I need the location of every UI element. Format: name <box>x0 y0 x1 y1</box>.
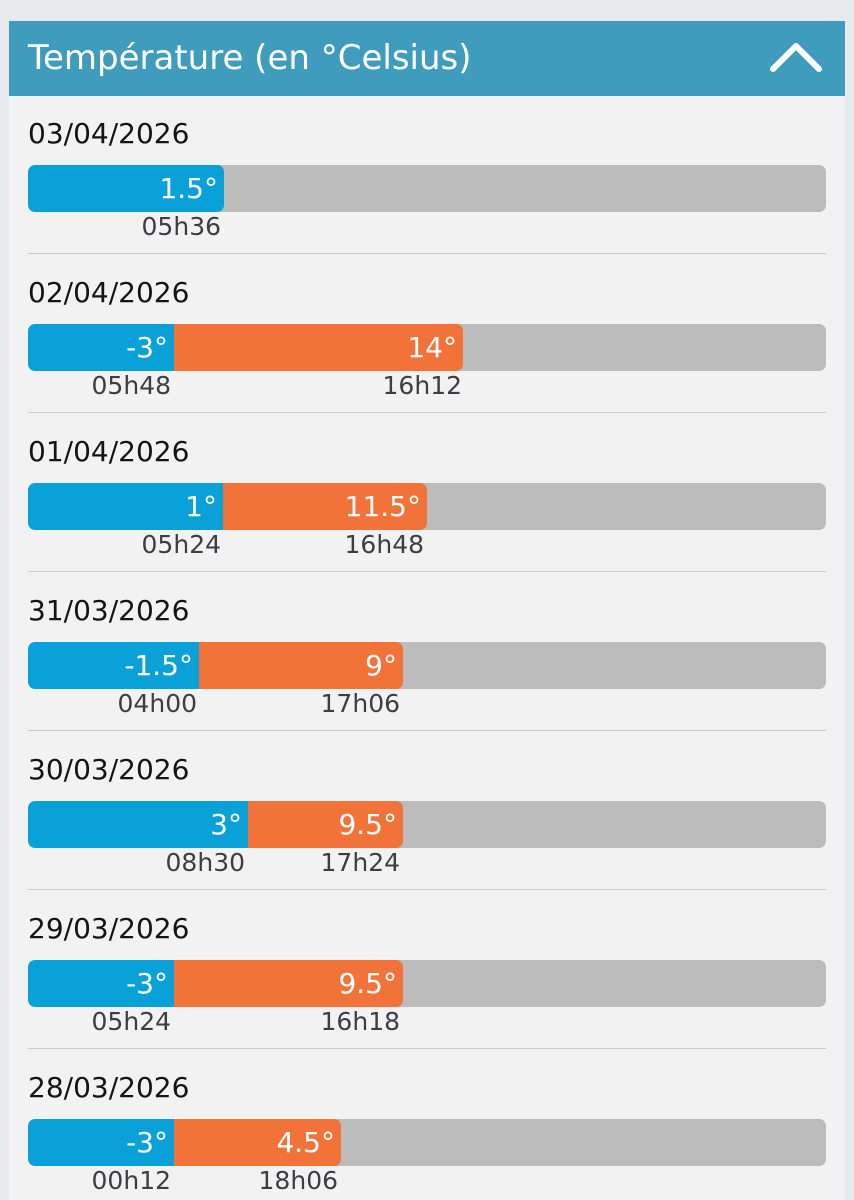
day-date: 01/04/2026 <box>28 435 190 468</box>
max-temp-time: 16h48 <box>344 530 424 559</box>
min-temp-time: 00h12 <box>91 1166 171 1195</box>
min-temp-segment: 1.5° <box>28 165 224 212</box>
max-temp-segment: 9° <box>199 642 403 689</box>
max-temp-time: 17h06 <box>320 689 400 718</box>
temperature-bar: -3° 14° <box>28 324 826 371</box>
day-row: 02/04/2026 -3° 14° 05h48 16h12 <box>9 180 845 413</box>
min-temp-time: 05h24 <box>141 530 221 559</box>
row-divider <box>28 253 826 254</box>
row-divider <box>28 571 826 572</box>
max-temp-segment: 4.5° <box>174 1119 341 1166</box>
temperature-bar: -1.5° 9° <box>28 642 826 689</box>
day-row: 28/03/2026 -3° 4.5° 00h12 18h06 <box>9 975 845 1195</box>
day-date: 29/03/2026 <box>28 912 190 945</box>
row-divider <box>28 412 826 413</box>
min-temp-segment: 1° <box>28 483 223 530</box>
min-temp-segment: 3° <box>28 801 248 848</box>
day-date: 31/03/2026 <box>28 594 190 627</box>
max-temp-segment: 9.5° <box>174 960 403 1007</box>
day-row: 30/03/2026 3° 9.5° 08h30 17h24 <box>9 657 845 890</box>
collapse-button[interactable] <box>761 27 831 87</box>
day-row: 29/03/2026 -3° 9.5° 05h24 16h18 <box>9 816 845 1049</box>
min-temp-segment: -3° <box>28 324 174 371</box>
temperature-panel: Température (en °Celsius) 03/04/2026 1.5… <box>9 21 845 1200</box>
min-temp-time: 05h24 <box>91 1007 171 1036</box>
row-divider <box>28 889 826 890</box>
day-date: 02/04/2026 <box>28 276 190 309</box>
day-row: 01/04/2026 1° 11.5° 05h24 16h48 <box>9 339 845 572</box>
min-temp-time: 05h48 <box>91 371 171 400</box>
min-temp-time: 08h30 <box>165 848 245 877</box>
min-temp-segment: -1.5° <box>28 642 199 689</box>
panel-title: Température (en °Celsius) <box>28 38 472 78</box>
chevron-up-icon <box>770 43 822 72</box>
min-temp-segment: -3° <box>28 960 174 1007</box>
day-row: 31/03/2026 -1.5° 9° 04h00 17h06 <box>9 498 845 731</box>
panel-header[interactable]: Température (en °Celsius) <box>9 21 845 96</box>
max-temp-segment: 11.5° <box>223 483 427 530</box>
max-temp-segment: 14° <box>174 324 463 371</box>
day-row: 03/04/2026 1.5° 05h36 <box>9 21 845 254</box>
max-temp-time: 18h06 <box>258 1166 338 1195</box>
temperature-bar: 1° 11.5° <box>28 483 826 530</box>
min-temp-segment: -3° <box>28 1119 174 1166</box>
temperature-bar: 1.5° <box>28 165 826 212</box>
day-date: 28/03/2026 <box>28 1071 190 1104</box>
max-temp-time: 16h18 <box>320 1007 400 1036</box>
max-temp-time: 17h24 <box>320 848 400 877</box>
day-date: 03/04/2026 <box>28 117 190 150</box>
row-divider <box>28 1048 826 1049</box>
day-date: 30/03/2026 <box>28 753 190 786</box>
min-temp-time: 05h36 <box>141 212 221 241</box>
max-temp-time: 16h12 <box>382 371 462 400</box>
temperature-bar: -3° 9.5° <box>28 960 826 1007</box>
row-divider <box>28 730 826 731</box>
max-temp-segment: 9.5° <box>248 801 403 848</box>
temperature-bar: 3° 9.5° <box>28 801 826 848</box>
temperature-bar: -3° 4.5° <box>28 1119 826 1166</box>
min-temp-time: 04h00 <box>117 689 197 718</box>
